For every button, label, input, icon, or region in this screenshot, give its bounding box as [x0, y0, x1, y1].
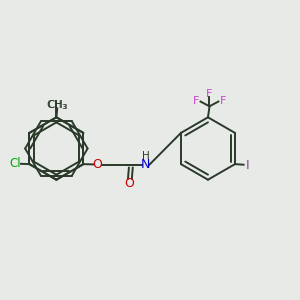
Text: I: I: [246, 158, 249, 172]
Text: CH$_3$: CH$_3$: [46, 98, 67, 112]
Text: CH$_3$: CH$_3$: [47, 98, 68, 112]
Text: O: O: [93, 158, 103, 171]
Text: O: O: [124, 177, 134, 190]
Text: F: F: [220, 96, 226, 106]
Text: Cl: Cl: [9, 157, 21, 170]
Text: N: N: [141, 158, 151, 171]
Text: H: H: [142, 151, 150, 161]
Text: F: F: [193, 96, 199, 106]
Text: F: F: [206, 88, 213, 98]
